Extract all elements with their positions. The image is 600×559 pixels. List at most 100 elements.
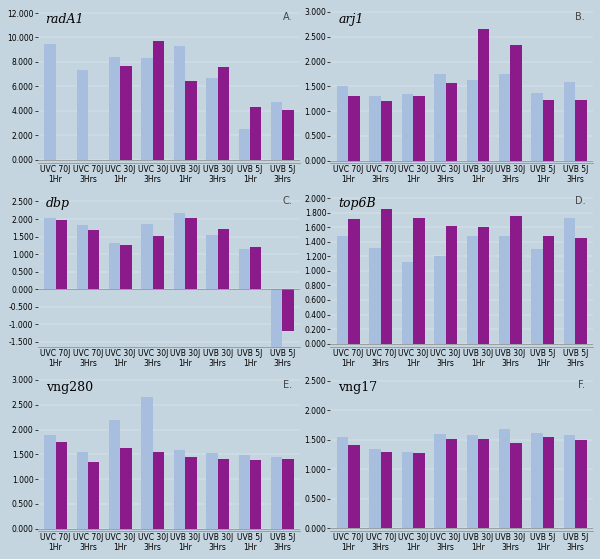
- Bar: [142, 224, 153, 290]
- Bar: [174, 46, 185, 159]
- Bar: [174, 451, 185, 529]
- Bar: [370, 248, 381, 344]
- Bar: [413, 96, 425, 161]
- Bar: [564, 82, 575, 161]
- Bar: [250, 460, 262, 529]
- Bar: [434, 434, 446, 528]
- Bar: [532, 93, 543, 161]
- Bar: [511, 45, 522, 161]
- Bar: [77, 452, 88, 529]
- Bar: [271, 328, 283, 367]
- Bar: [446, 83, 457, 161]
- Bar: [467, 236, 478, 344]
- Bar: [413, 218, 425, 344]
- Bar: [88, 230, 100, 290]
- Bar: [239, 249, 250, 290]
- Bar: [174, 451, 185, 529]
- Bar: [185, 457, 197, 529]
- Bar: [575, 238, 587, 344]
- Bar: [402, 94, 413, 161]
- Bar: [121, 245, 132, 290]
- Bar: [532, 249, 543, 344]
- Bar: [370, 449, 381, 528]
- Bar: [543, 437, 554, 528]
- Bar: [283, 290, 294, 331]
- Text: C.: C.: [283, 196, 292, 206]
- Bar: [239, 456, 250, 529]
- Bar: [174, 214, 185, 290]
- Bar: [575, 440, 587, 528]
- Bar: [250, 107, 262, 159]
- Bar: [206, 235, 218, 290]
- Text: E.: E.: [283, 380, 292, 390]
- Bar: [142, 224, 153, 290]
- Bar: [44, 219, 56, 290]
- Bar: [109, 420, 121, 529]
- Bar: [174, 214, 185, 290]
- Bar: [370, 449, 381, 528]
- Bar: [467, 435, 478, 528]
- Bar: [44, 44, 56, 159]
- Bar: [239, 129, 250, 159]
- Text: radA1: radA1: [46, 13, 84, 26]
- Bar: [564, 82, 575, 161]
- Bar: [218, 229, 229, 290]
- Bar: [532, 433, 543, 528]
- Text: top6B: top6B: [338, 197, 376, 210]
- Bar: [370, 96, 381, 161]
- Bar: [532, 249, 543, 344]
- Bar: [206, 235, 218, 290]
- Bar: [142, 397, 153, 529]
- Bar: [467, 80, 478, 161]
- Bar: [434, 257, 446, 344]
- Bar: [499, 74, 511, 161]
- Bar: [109, 57, 121, 159]
- Bar: [499, 74, 511, 161]
- Bar: [575, 100, 587, 161]
- Bar: [349, 444, 359, 528]
- Bar: [337, 236, 349, 344]
- Bar: [271, 457, 283, 529]
- Bar: [370, 248, 381, 344]
- Bar: [239, 129, 250, 159]
- Text: arj1: arj1: [338, 13, 364, 26]
- Bar: [402, 452, 413, 528]
- Bar: [121, 448, 132, 529]
- Bar: [271, 290, 283, 328]
- Bar: [174, 46, 185, 159]
- Bar: [142, 397, 153, 529]
- Bar: [543, 100, 554, 161]
- Bar: [402, 452, 413, 528]
- Bar: [185, 217, 197, 290]
- Bar: [44, 434, 56, 529]
- Bar: [370, 96, 381, 161]
- Bar: [218, 459, 229, 529]
- Text: B.: B.: [575, 12, 585, 22]
- Bar: [402, 262, 413, 344]
- Bar: [564, 435, 575, 528]
- Bar: [239, 249, 250, 290]
- Bar: [44, 219, 56, 290]
- Bar: [337, 236, 349, 344]
- Bar: [434, 74, 446, 161]
- Bar: [467, 435, 478, 528]
- Bar: [499, 236, 511, 344]
- Bar: [402, 94, 413, 161]
- Bar: [532, 433, 543, 528]
- Bar: [44, 434, 56, 529]
- Bar: [467, 236, 478, 344]
- Bar: [543, 236, 554, 344]
- Bar: [153, 452, 164, 529]
- Bar: [77, 452, 88, 529]
- Bar: [77, 70, 88, 159]
- Bar: [271, 457, 283, 529]
- Text: dbp: dbp: [46, 197, 70, 210]
- Bar: [56, 442, 67, 529]
- Bar: [283, 110, 294, 159]
- Bar: [499, 429, 511, 528]
- Bar: [478, 439, 490, 528]
- Bar: [402, 262, 413, 344]
- Bar: [77, 70, 88, 159]
- Bar: [446, 439, 457, 528]
- Bar: [218, 67, 229, 159]
